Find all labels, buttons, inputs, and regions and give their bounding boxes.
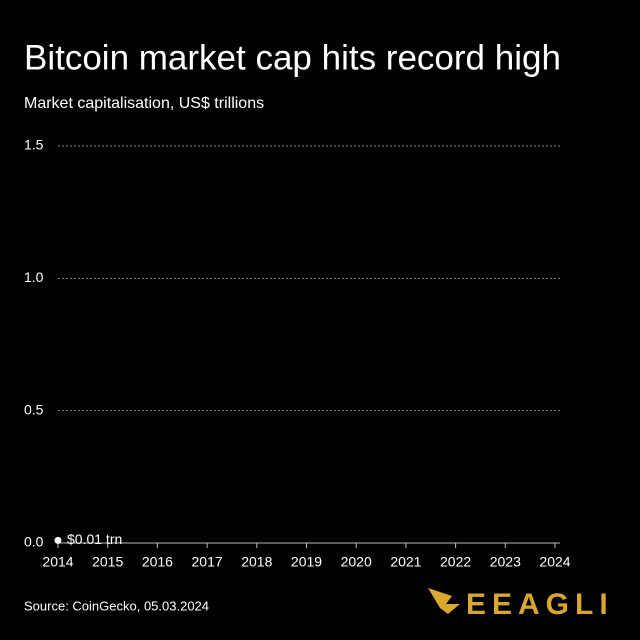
x-tick-label: 2018 xyxy=(241,554,272,570)
x-tick-label: 2024 xyxy=(539,554,570,570)
x-tick-label: 2022 xyxy=(440,554,471,570)
x-tick-label: 2014 xyxy=(42,554,73,570)
chart-subtitle: Market capitalisation, US$ trillions xyxy=(24,95,264,112)
logo-icon xyxy=(428,588,460,614)
y-tick-label: 0.0 xyxy=(24,534,44,550)
x-tick-label: 2023 xyxy=(490,554,521,570)
x-tick-label: 2021 xyxy=(390,554,421,570)
data-point xyxy=(54,536,62,544)
chart-title: Bitcoin market cap hits record high xyxy=(24,38,561,77)
x-tick-label: 2015 xyxy=(92,554,123,570)
y-tick-label: 1.5 xyxy=(24,137,44,153)
source: Source: CoinGecko, 05.03.2024 xyxy=(24,598,209,613)
y-tick-label: 1.0 xyxy=(24,269,44,285)
x-tick-label: 2020 xyxy=(341,554,372,570)
x-tick-label: 2016 xyxy=(142,554,173,570)
x-tick-label: 2019 xyxy=(291,554,322,570)
value-label: $0.01 trn xyxy=(67,531,122,547)
x-tick-label: 2017 xyxy=(192,554,223,570)
brand-name: EEAGLI xyxy=(466,588,614,621)
y-tick-label: 0.5 xyxy=(24,401,44,417)
brand-logo: EEAGLI xyxy=(428,588,614,621)
